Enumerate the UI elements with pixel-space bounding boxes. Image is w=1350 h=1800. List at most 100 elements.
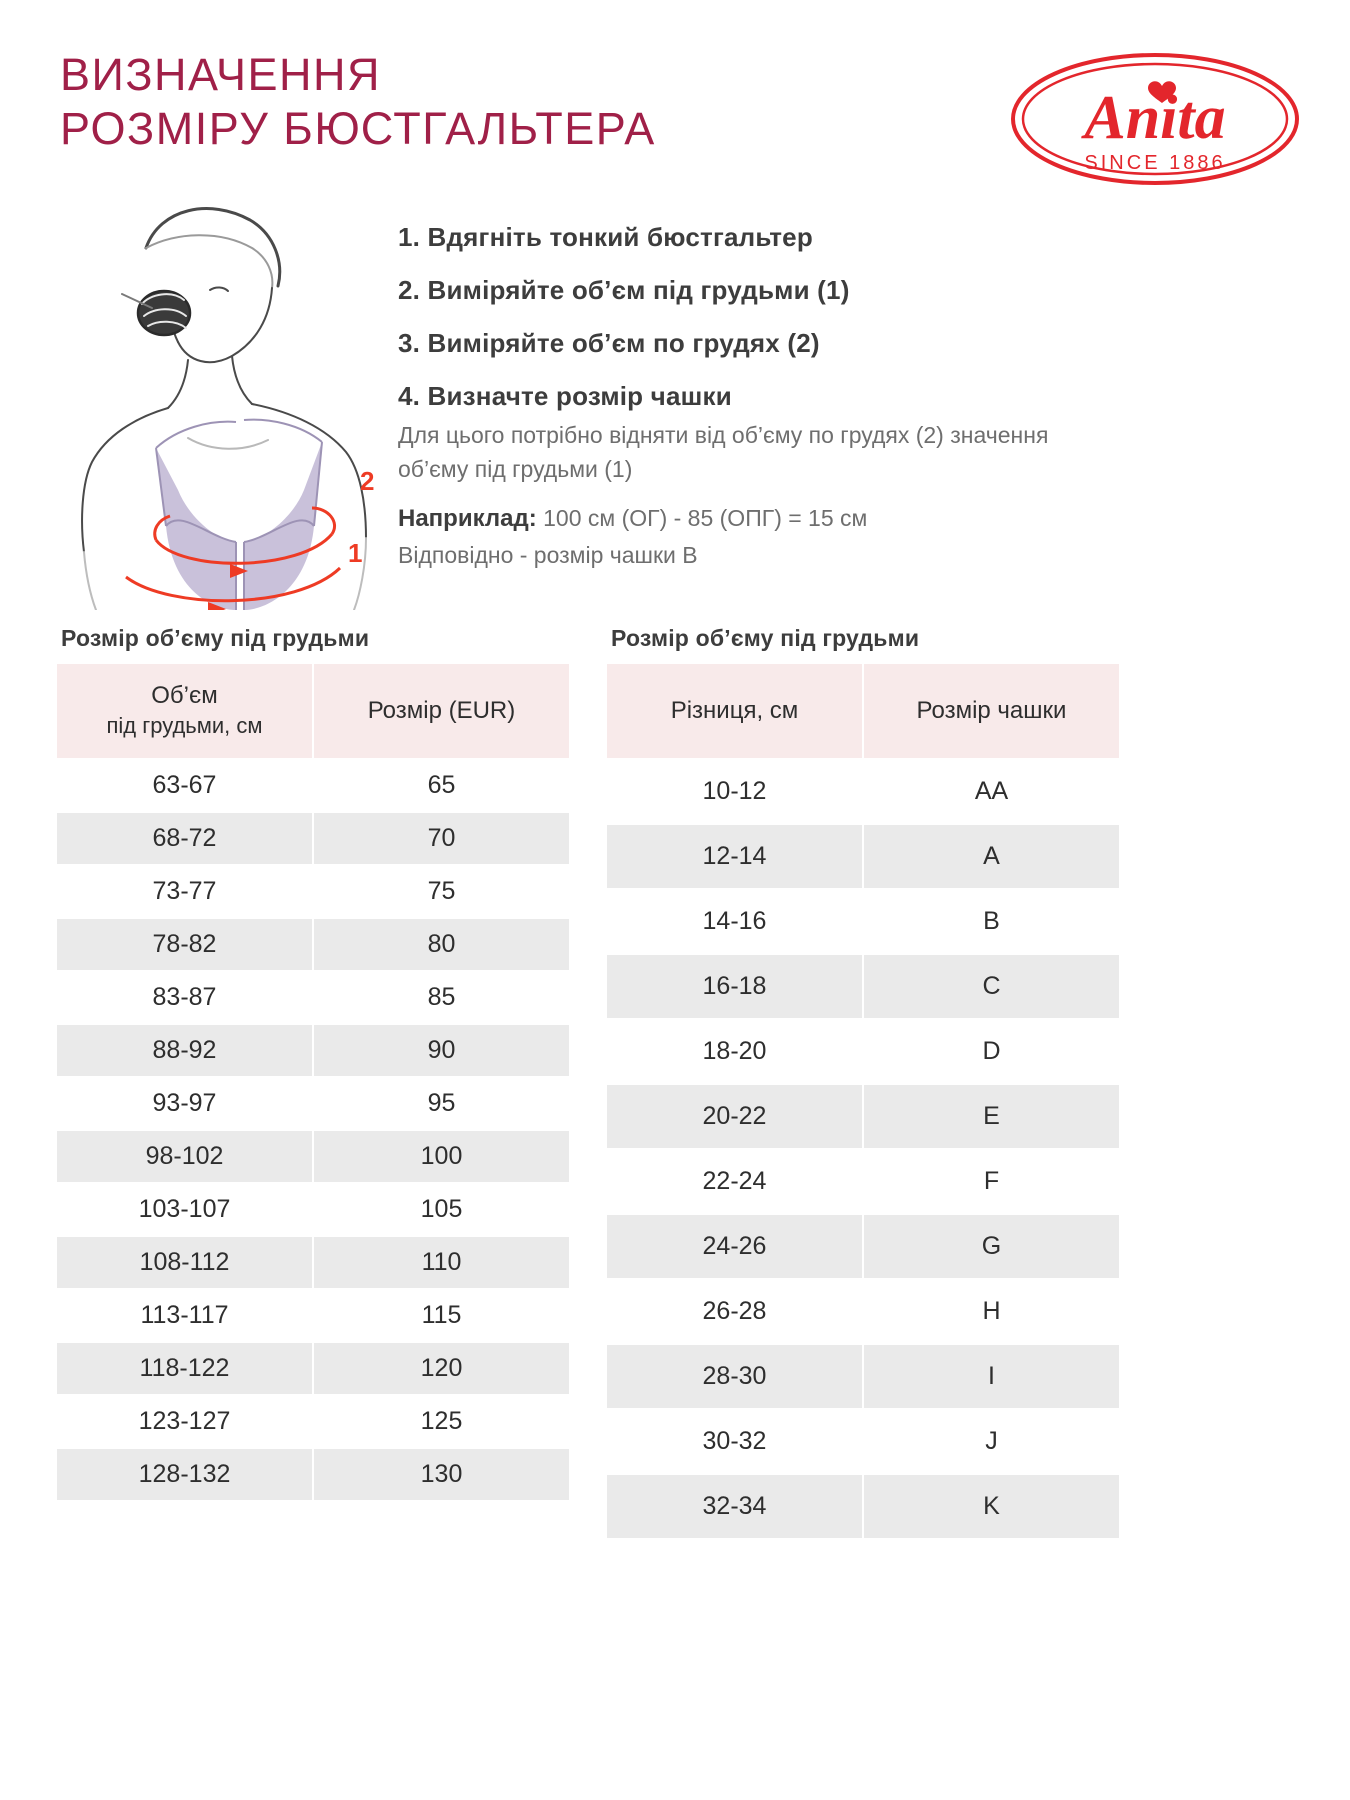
bust-arrowhead	[230, 564, 248, 578]
table-row: 118-122 120	[57, 1342, 569, 1396]
example-formula: 100 см (ОГ) - 85 (ОПГ) = 15 см	[543, 505, 868, 531]
table-cell-1: 98-102	[57, 1130, 314, 1184]
table-row: 32-34 K	[607, 1474, 1119, 1540]
table-row: 78-82 80	[57, 918, 569, 972]
table-cell-1: 18-20	[607, 1019, 864, 1085]
logo-tagline-text: SINCE 1886	[1084, 152, 1225, 174]
table-cell-2: 100	[313, 1130, 569, 1184]
header-underbust-line1: Об’єм	[151, 682, 218, 709]
table-row: 18-20 D	[607, 1019, 1119, 1085]
table-row: 128-132 130	[57, 1448, 569, 1502]
table-cell-1: 32-34	[607, 1474, 864, 1540]
table-cell-2: A	[863, 824, 1119, 890]
table-cell-2: 70	[313, 812, 569, 866]
underbust-size-table: Об’єм під грудьми, см Розмір (EUR) 63-67…	[57, 664, 569, 1502]
table-row: 20-22 E	[607, 1084, 1119, 1150]
table-row: 108-112 110	[57, 1236, 569, 1290]
table-cell-2: I	[863, 1344, 1119, 1410]
table-cell-2: G	[863, 1214, 1119, 1280]
step-4-note: Для цього потрібно відняти від об’єму по…	[398, 422, 1049, 482]
instructions-list: 1. Вдягніть тонкий бюстгальтер 2. Виміря…	[398, 222, 1098, 573]
table-cell-2: 115	[313, 1289, 569, 1343]
table-row: 16-18 C	[607, 954, 1119, 1020]
table-row: 28-30 I	[607, 1344, 1119, 1410]
table-row: 30-32 J	[607, 1409, 1119, 1475]
table-cell-2: J	[863, 1409, 1119, 1475]
example-block: Наприклад: 100 см (ОГ) - 85 (ОПГ) = 15 с…	[398, 500, 1098, 573]
table-row: 14-16 B	[607, 889, 1119, 955]
instruction-step-2: 2. Виміряйте об’єм під грудьми (1)	[398, 275, 850, 305]
marker-1-label: 1	[348, 538, 362, 568]
table-cell-1: 10-12	[607, 759, 864, 825]
table-cell-2: 65	[313, 759, 569, 813]
table-row: 98-102 100	[57, 1130, 569, 1184]
underbust-measure-arrow	[125, 566, 342, 603]
table-cell-2: D	[863, 1019, 1119, 1085]
marker-2-label: 2	[360, 466, 374, 496]
table-cell-1: 14-16	[607, 889, 864, 955]
table-cell-1: 12-14	[607, 824, 864, 890]
table-cell-2: 80	[313, 918, 569, 972]
table-cell-1: 93-97	[57, 1077, 314, 1131]
table-cell-2: AA	[863, 759, 1119, 825]
table-row: 12-14 A	[607, 824, 1119, 890]
table-cell-1: 68-72	[57, 812, 314, 866]
table-cell-1: 103-107	[57, 1183, 314, 1237]
table-cell-1: 26-28	[607, 1279, 864, 1345]
header-cup-size: Розмір чашки	[863, 664, 1119, 760]
table-cell-1: 73-77	[57, 865, 314, 919]
table-row: 113-117 115	[57, 1289, 569, 1343]
table-cell-2: 75	[313, 865, 569, 919]
underbust-table-title: Розмір об’єму під грудьми	[61, 625, 370, 651]
table-row: 103-107 105	[57, 1183, 569, 1237]
anita-logo: Anita SINCE 1886	[1010, 52, 1300, 187]
table-cell-2: C	[863, 954, 1119, 1020]
underbust-table-body: 63-67 65 68-72 70 73-77 75 78-82 80 83-87 85 88-92…	[57, 759, 569, 1502]
table-header-row: Об’єм під грудьми, см Розмір (EUR)	[57, 664, 569, 760]
example-label: Наприклад:	[398, 505, 537, 532]
measurement-illustration: 2 1	[60, 190, 390, 610]
table-cell-2: 110	[313, 1236, 569, 1290]
cup-table-title: Розмір об’єму під грудьми	[611, 625, 920, 651]
table-row: 93-97 95	[57, 1077, 569, 1131]
table-row: 73-77 75	[57, 865, 569, 919]
table-row: 63-67 65	[57, 759, 569, 813]
table-cell-2: F	[863, 1149, 1119, 1215]
header-underbust-circumference: Об’єм під грудьми, см	[57, 664, 314, 760]
table-cell-1: 16-18	[607, 954, 864, 1020]
table-row: 68-72 70	[57, 812, 569, 866]
table-cell-1: 88-92	[57, 1024, 314, 1078]
table-cell-2: K	[863, 1474, 1119, 1540]
cup-table-body: 10-12 AA 12-14 A 14-16 B 16-18 C 18-20 D 20-22 E 22-…	[607, 759, 1119, 1540]
table-cell-1: 128-132	[57, 1448, 314, 1502]
table-cell-1: 63-67	[57, 759, 314, 813]
instruction-step-1: 1. Вдягніть тонкий бюстгальтер	[398, 222, 813, 252]
table-cell-2: E	[863, 1084, 1119, 1150]
example-result: Відповідно - розмір чашки B	[398, 542, 698, 568]
instruction-step-4: 4. Визначте розмір чашки	[398, 381, 732, 411]
bra-graphic	[155, 418, 323, 610]
table-cell-2: 125	[313, 1395, 569, 1449]
table-cell-2: B	[863, 889, 1119, 955]
table-row: 83-87 85	[57, 971, 569, 1025]
table-cell-1: 20-22	[607, 1084, 864, 1150]
table-header-row: Різниця, см Розмір чашки	[607, 664, 1119, 760]
table-row: 10-12 AA	[607, 759, 1119, 825]
header-underbust-line2: під грудьми, см	[106, 713, 263, 738]
table-cell-1: 108-112	[57, 1236, 314, 1290]
instruction-step-3: 3. Виміряйте об’єм по грудях (2)	[398, 328, 820, 358]
bust-measure-arrow	[153, 506, 336, 565]
header-eur-size: Розмір (EUR)	[313, 664, 569, 760]
table-row: 22-24 F	[607, 1149, 1119, 1215]
table-cell-1: 123-127	[57, 1395, 314, 1449]
page-title: ВИЗНАЧЕННЯ РОЗМІРУ БЮСТГАЛЬТЕРА	[60, 49, 656, 154]
table-cell-1: 113-117	[57, 1289, 314, 1343]
table-cell-2: 130	[313, 1448, 569, 1502]
table-cell-1: 78-82	[57, 918, 314, 972]
table-cell-2: 105	[313, 1183, 569, 1237]
header-difference: Різниця, см	[607, 664, 864, 760]
table-cell-1: 30-32	[607, 1409, 864, 1475]
table-cell-2: 90	[313, 1024, 569, 1078]
cup-size-table: Різниця, см Розмір чашки 10-12 AA 12-14 A 14…	[607, 664, 1119, 1540]
